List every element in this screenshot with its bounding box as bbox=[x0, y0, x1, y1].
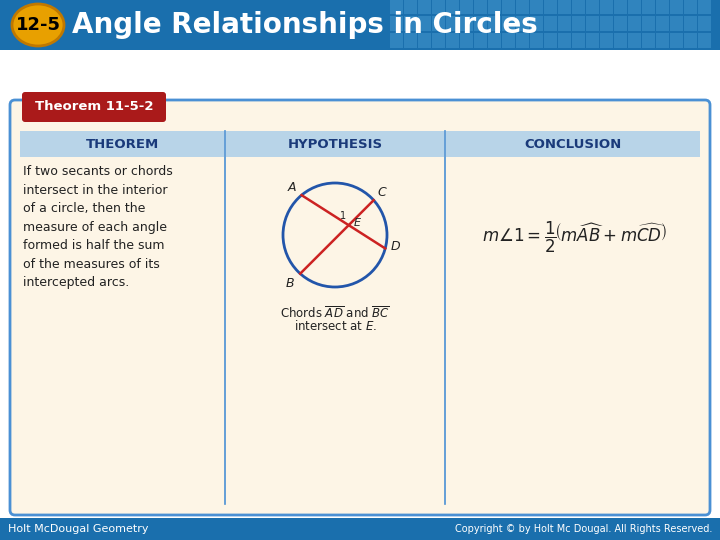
Bar bbox=[572, 33, 585, 48]
Bar bbox=[404, 0, 417, 14]
Bar bbox=[642, 16, 655, 31]
Bar bbox=[474, 33, 487, 48]
Bar bbox=[446, 16, 459, 31]
Bar bbox=[488, 16, 501, 31]
Bar bbox=[600, 0, 613, 14]
Bar bbox=[572, 16, 585, 31]
Bar bbox=[0, 518, 720, 540]
Text: Copyright © by Holt Mc Dougal. All Rights Reserved.: Copyright © by Holt Mc Dougal. All Right… bbox=[454, 524, 712, 534]
Bar bbox=[390, 16, 403, 31]
Bar bbox=[488, 33, 501, 48]
Bar bbox=[530, 16, 543, 31]
Bar bbox=[628, 16, 641, 31]
Bar bbox=[656, 16, 669, 31]
Bar bbox=[670, 16, 683, 31]
Text: intersect at $E$.: intersect at $E$. bbox=[294, 319, 377, 333]
Bar bbox=[474, 16, 487, 31]
Bar bbox=[698, 33, 711, 48]
Bar bbox=[516, 0, 529, 14]
Bar bbox=[432, 16, 445, 31]
Bar bbox=[698, 0, 711, 14]
Bar bbox=[502, 0, 515, 14]
Text: 1: 1 bbox=[340, 211, 346, 221]
Bar bbox=[572, 0, 585, 14]
Bar bbox=[628, 33, 641, 48]
Bar bbox=[226, 131, 444, 157]
Bar bbox=[516, 33, 529, 48]
Bar bbox=[586, 0, 599, 14]
Bar bbox=[446, 131, 700, 157]
FancyBboxPatch shape bbox=[22, 92, 166, 122]
Bar bbox=[600, 16, 613, 31]
Bar bbox=[558, 16, 571, 31]
Bar bbox=[614, 0, 627, 14]
Bar bbox=[530, 0, 543, 14]
Bar bbox=[670, 0, 683, 14]
Bar bbox=[656, 33, 669, 48]
Bar bbox=[698, 16, 711, 31]
Text: A: A bbox=[287, 181, 296, 194]
Bar bbox=[432, 33, 445, 48]
Bar bbox=[0, 0, 720, 50]
Text: E: E bbox=[354, 218, 361, 228]
Bar bbox=[404, 16, 417, 31]
Text: 12-5: 12-5 bbox=[16, 16, 60, 34]
Text: Holt McDougal Geometry: Holt McDougal Geometry bbox=[8, 524, 148, 534]
Bar bbox=[418, 0, 431, 14]
Bar bbox=[418, 16, 431, 31]
Bar bbox=[502, 16, 515, 31]
Bar bbox=[544, 0, 557, 14]
Bar bbox=[656, 0, 669, 14]
Bar bbox=[600, 33, 613, 48]
Bar bbox=[460, 16, 473, 31]
Bar bbox=[502, 33, 515, 48]
Bar bbox=[614, 33, 627, 48]
Bar bbox=[460, 0, 473, 14]
Text: CONCLUSION: CONCLUSION bbox=[524, 138, 621, 151]
Bar bbox=[418, 33, 431, 48]
Text: D: D bbox=[390, 240, 400, 253]
Bar bbox=[390, 33, 403, 48]
Bar bbox=[474, 0, 487, 14]
Bar bbox=[642, 0, 655, 14]
Bar bbox=[628, 0, 641, 14]
Text: Chords $\overline{AD}$ and $\overline{BC}$: Chords $\overline{AD}$ and $\overline{BC… bbox=[280, 305, 390, 321]
Text: C: C bbox=[377, 186, 386, 199]
Bar bbox=[432, 0, 445, 14]
Bar bbox=[684, 33, 697, 48]
Bar bbox=[586, 33, 599, 48]
Bar bbox=[390, 0, 403, 14]
Bar bbox=[558, 33, 571, 48]
Text: If two secants or chords
intersect in the interior
of a circle, then the
measure: If two secants or chords intersect in th… bbox=[23, 165, 173, 289]
Text: HYPOTHESIS: HYPOTHESIS bbox=[287, 138, 382, 151]
Bar bbox=[446, 33, 459, 48]
Ellipse shape bbox=[12, 4, 64, 46]
Bar bbox=[20, 131, 224, 157]
Bar bbox=[684, 16, 697, 31]
Text: Theorem 11-5-2: Theorem 11-5-2 bbox=[35, 100, 153, 113]
Bar bbox=[544, 16, 557, 31]
Bar bbox=[684, 0, 697, 14]
Bar bbox=[460, 33, 473, 48]
Bar bbox=[558, 0, 571, 14]
Bar bbox=[586, 16, 599, 31]
Text: $m\angle 1 = \dfrac{1}{2}\!\left(m\widehat{AB} + m\widehat{CD}\right)$: $m\angle 1 = \dfrac{1}{2}\!\left(m\wideh… bbox=[482, 219, 667, 254]
FancyBboxPatch shape bbox=[10, 100, 710, 515]
Text: THEOREM: THEOREM bbox=[86, 138, 158, 151]
Bar bbox=[642, 33, 655, 48]
Bar bbox=[670, 33, 683, 48]
Text: Angle Relationships in Circles: Angle Relationships in Circles bbox=[72, 11, 538, 39]
Bar bbox=[614, 16, 627, 31]
Bar bbox=[404, 33, 417, 48]
Bar bbox=[516, 16, 529, 31]
Bar bbox=[446, 0, 459, 14]
Bar bbox=[488, 0, 501, 14]
Bar bbox=[530, 33, 543, 48]
Text: B: B bbox=[286, 277, 294, 290]
Bar bbox=[544, 33, 557, 48]
